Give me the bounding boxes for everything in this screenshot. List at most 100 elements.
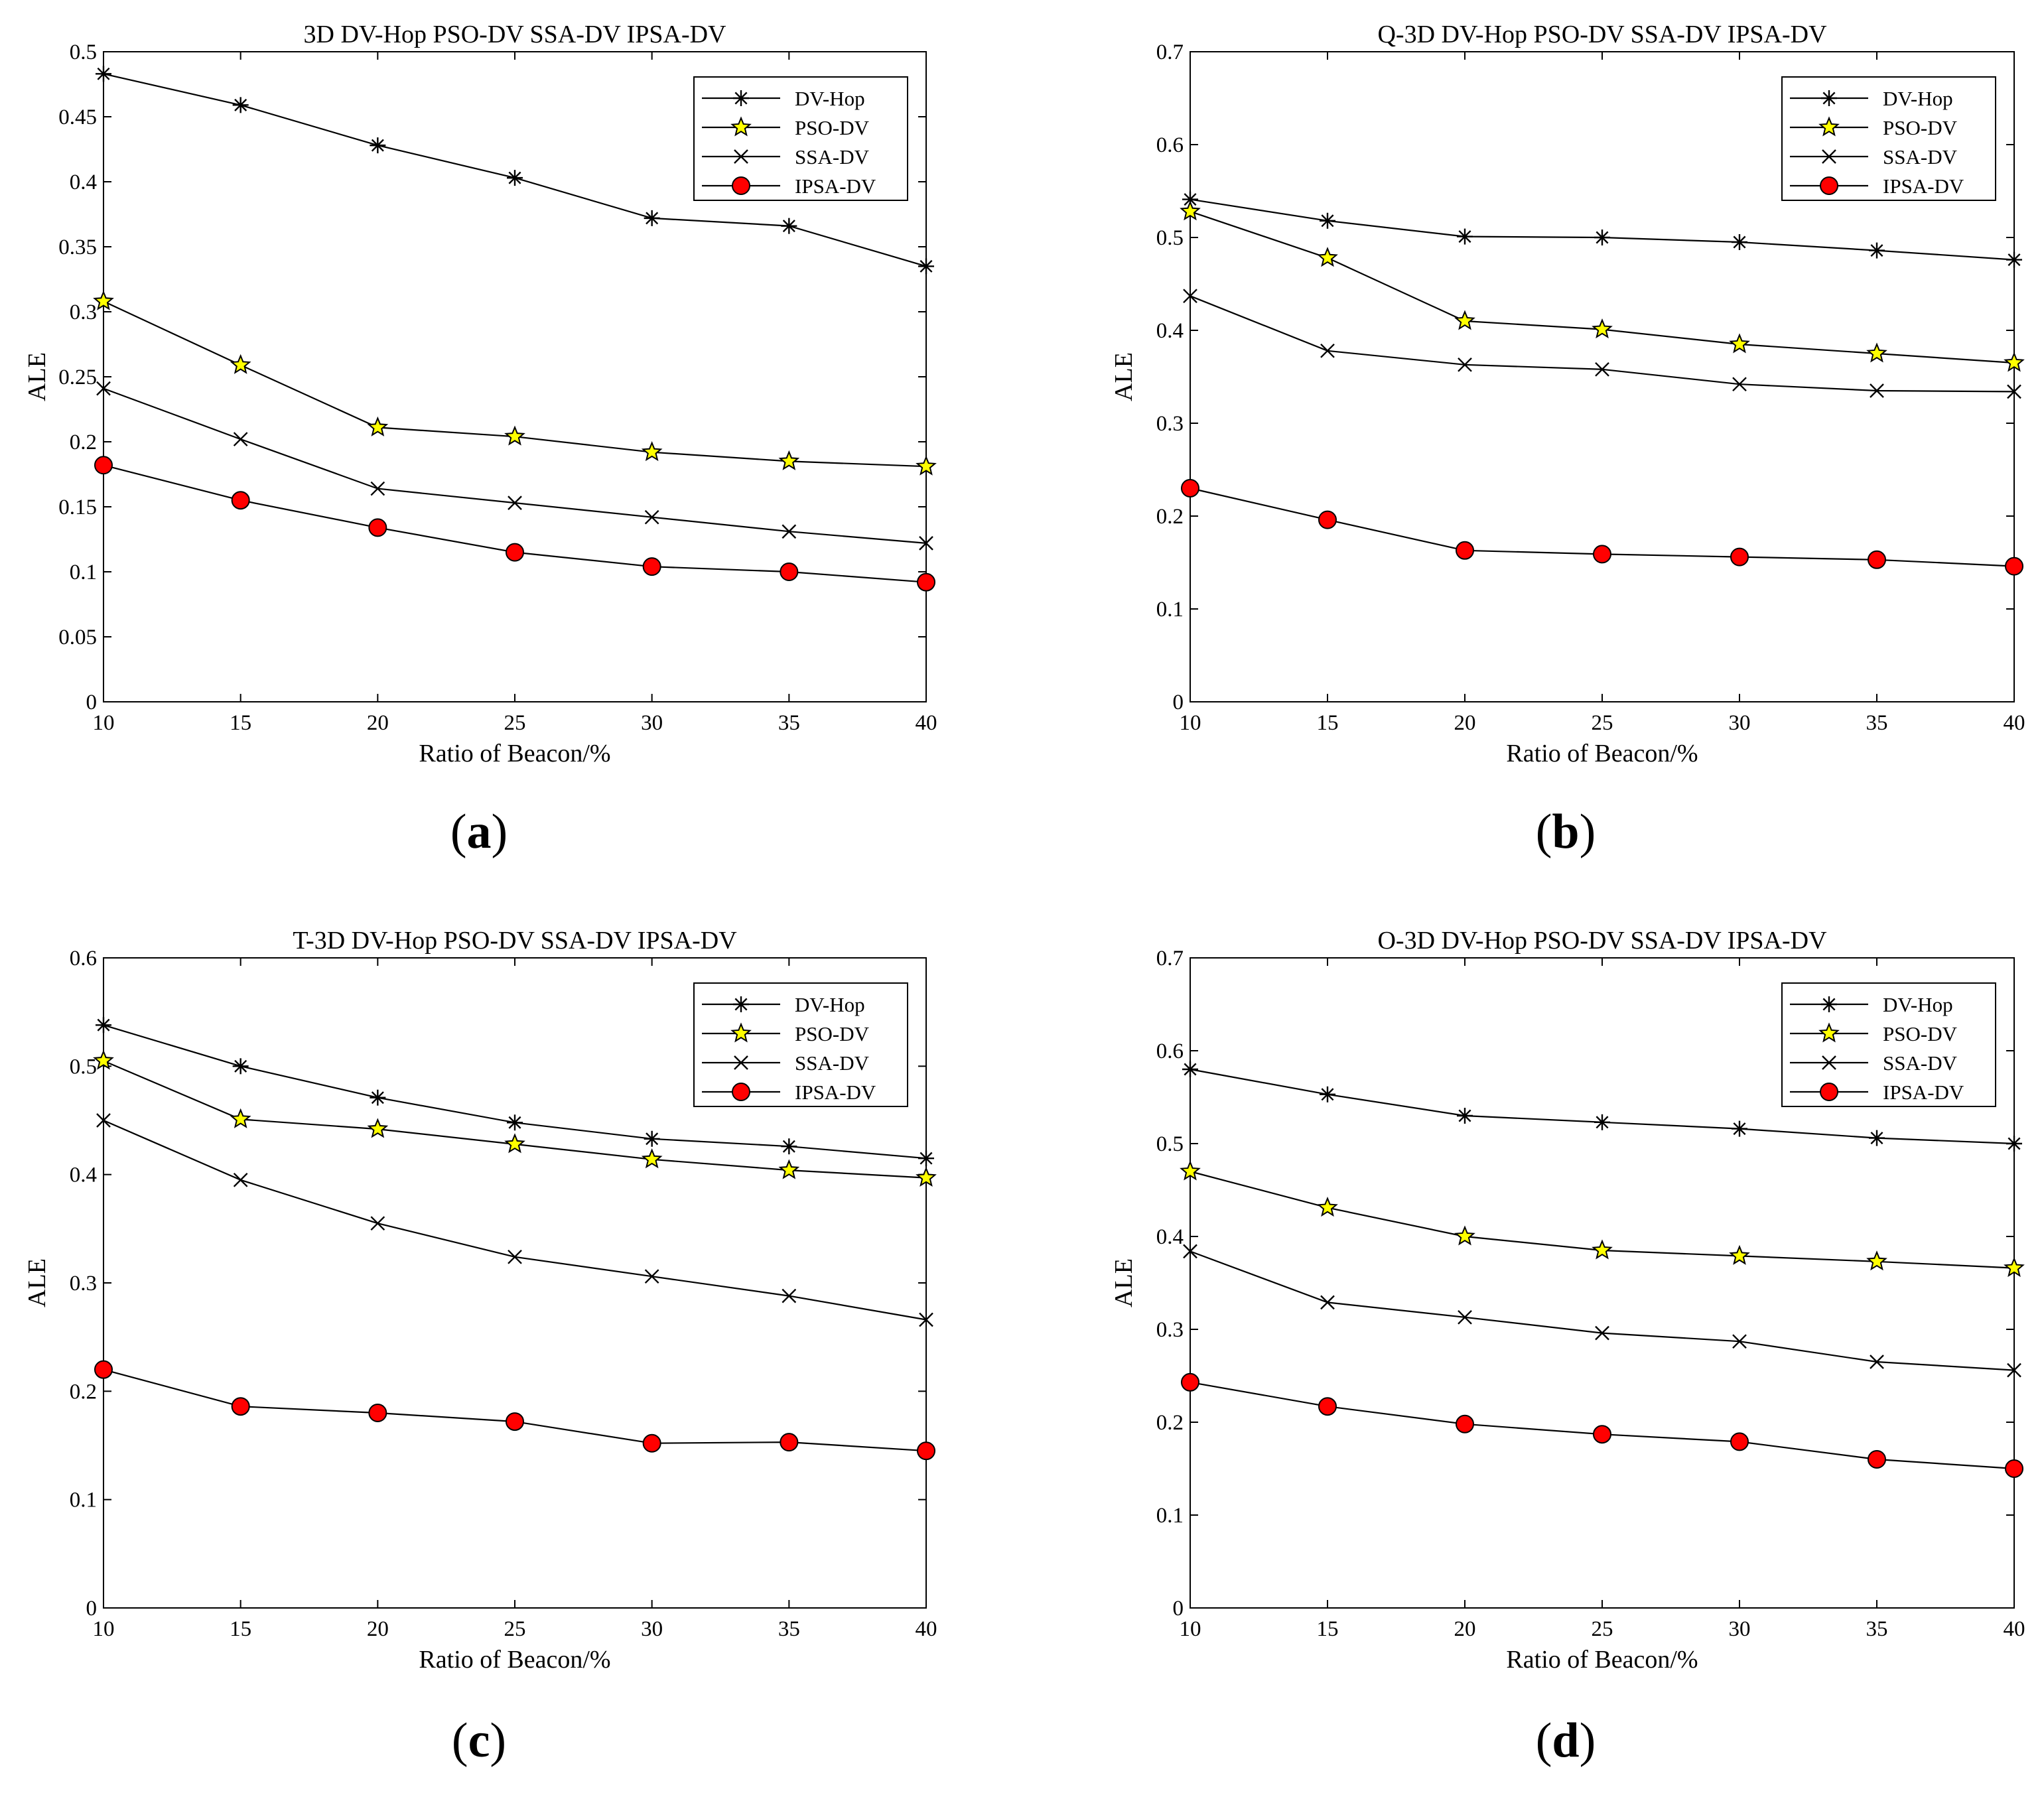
y-tick-label: 0.7 xyxy=(1156,40,1184,64)
data-point xyxy=(1729,1244,1750,1265)
x-axis-label-d: Ratio of Beacon/% xyxy=(1506,1646,1698,1674)
data-point xyxy=(1595,362,1609,377)
data-point xyxy=(231,1397,250,1416)
x-tick-label: 40 xyxy=(2004,1617,2025,1641)
x-tick-label: 10 xyxy=(1180,1617,1201,1641)
y-tick-label: 0.6 xyxy=(1156,133,1184,157)
data-point xyxy=(232,1058,249,1075)
data-point xyxy=(368,1404,387,1422)
data-point xyxy=(782,524,797,539)
data-point xyxy=(1317,1196,1338,1217)
y-tick-label: 0.3 xyxy=(1156,1318,1184,1342)
legend-label: PSO-DV xyxy=(795,1022,870,1045)
x-tick-label: 20 xyxy=(1454,1617,1476,1641)
x-tick-label: 10 xyxy=(1180,711,1201,735)
data-point xyxy=(1320,212,1335,229)
legend-label: PSO-DV xyxy=(1883,116,1958,139)
data-point xyxy=(94,1360,113,1379)
data-point xyxy=(2006,1136,2022,1152)
chart-title-b: Q-3D DV-Hop PSO-DV SSA-DV IPSA-DV xyxy=(1377,21,1827,48)
data-point xyxy=(1595,1325,1609,1341)
data-point xyxy=(642,557,661,576)
x-tick-label: 10 xyxy=(93,711,115,735)
data-point xyxy=(504,1133,525,1154)
data-point xyxy=(918,1150,934,1167)
legend-label: SSA-DV xyxy=(795,1051,870,1075)
chart-panel-d: O-3D DV-Hop PSO-DV SSA-DV IPSA-DV 0 0.1 0.2… xyxy=(1110,927,2025,1768)
data-point xyxy=(1869,1130,1885,1146)
data-point xyxy=(641,441,663,462)
y-tick-label: 0.4 xyxy=(1156,319,1184,343)
legend-box xyxy=(1781,982,1996,1107)
caption-close-paren: ) xyxy=(490,1713,506,1768)
data-point xyxy=(94,456,113,475)
legend-marker xyxy=(732,176,750,195)
data-point xyxy=(1181,479,1199,498)
data-point xyxy=(1454,1225,1475,1246)
chart-panel-b: Q-3D DV-Hop PSO-DV SSA-DV IPSA-DV 0 0.1 0.2… xyxy=(1110,21,2025,859)
data-point xyxy=(1594,1114,1610,1130)
legend-label: PSO-DV xyxy=(1883,1022,1958,1045)
x-tick-label: 30 xyxy=(1729,1617,1751,1641)
data-point xyxy=(1732,234,1747,250)
caption-letter: c xyxy=(468,1713,490,1768)
data-point xyxy=(368,518,387,537)
y-tick-label: 0.1 xyxy=(1156,1504,1184,1528)
legend-label: SSA-DV xyxy=(795,145,870,168)
data-point xyxy=(231,491,250,510)
data-point xyxy=(93,1049,114,1070)
caption-letter: b xyxy=(1552,805,1579,859)
y-tick-label: 0 xyxy=(86,1597,98,1621)
data-point xyxy=(1870,1355,1884,1369)
y-axis-label-a: ALE xyxy=(23,352,51,401)
data-point xyxy=(782,1288,797,1303)
series-ssa-dv-b xyxy=(1183,289,2021,399)
data-point xyxy=(2007,384,2021,399)
y-tick-label: 0.7 xyxy=(1156,947,1184,970)
data-point xyxy=(370,1089,386,1106)
data-point xyxy=(1866,1250,1887,1271)
series-ipsa-dv-c xyxy=(94,1360,935,1461)
y-tick-label: 0.5 xyxy=(70,40,97,64)
y-tick-label: 0.5 xyxy=(1156,226,1184,250)
data-point xyxy=(919,1312,933,1327)
data-point xyxy=(93,290,114,310)
x-tick-label: 35 xyxy=(778,711,800,735)
data-point xyxy=(367,416,389,436)
legend-marker xyxy=(1818,1022,1840,1043)
data-point xyxy=(1592,1239,1613,1260)
x-tick-label: 15 xyxy=(1317,711,1339,735)
data-point xyxy=(232,97,249,113)
y-tick-label: 0.5 xyxy=(1156,1132,1184,1156)
y-tick-label: 0.05 xyxy=(58,626,97,649)
data-point xyxy=(96,66,111,82)
legend-marker xyxy=(1822,1055,1836,1070)
data-point xyxy=(1870,383,1884,398)
panel-caption-a: (a) xyxy=(450,805,508,859)
x-tick-label: 25 xyxy=(504,1617,526,1641)
series-dv-hop-c xyxy=(96,1017,934,1167)
legend-label: IPSA-DV xyxy=(1883,174,1964,198)
x-axis-label-b: Ratio of Beacon/% xyxy=(1506,740,1698,767)
caption-letter: a xyxy=(467,805,492,859)
legend-b: DV-Hop PSO-DV SSA-DV IPSA-DV xyxy=(1781,76,1996,201)
data-point xyxy=(2007,1363,2021,1378)
chart-title-a: 3D DV-Hop PSO-DV SSA-DV IPSA-DV xyxy=(304,21,727,48)
x-tick-label: 15 xyxy=(1317,1617,1339,1641)
series-pso-dv-b xyxy=(1180,200,2025,372)
legend-label: DV-Hop xyxy=(1883,993,1953,1016)
y-tick-label: 0.45 xyxy=(58,105,97,129)
data-point xyxy=(1182,1061,1198,1077)
x-tick-label: 30 xyxy=(641,1617,663,1641)
x-tick-label: 25 xyxy=(504,711,526,735)
caption-close-paren: ) xyxy=(1580,805,1596,859)
y-tick-label: 0.6 xyxy=(1156,1039,1184,1063)
data-point xyxy=(506,543,524,562)
y-tick-label: 0.2 xyxy=(70,431,97,454)
data-point xyxy=(230,1108,251,1128)
legend-marker xyxy=(1820,176,1838,195)
data-point xyxy=(916,455,937,476)
legend-d: DV-Hop PSO-DV SSA-DV IPSA-DV xyxy=(1781,982,1996,1107)
caption-open-paren: ( xyxy=(1536,1713,1552,1768)
